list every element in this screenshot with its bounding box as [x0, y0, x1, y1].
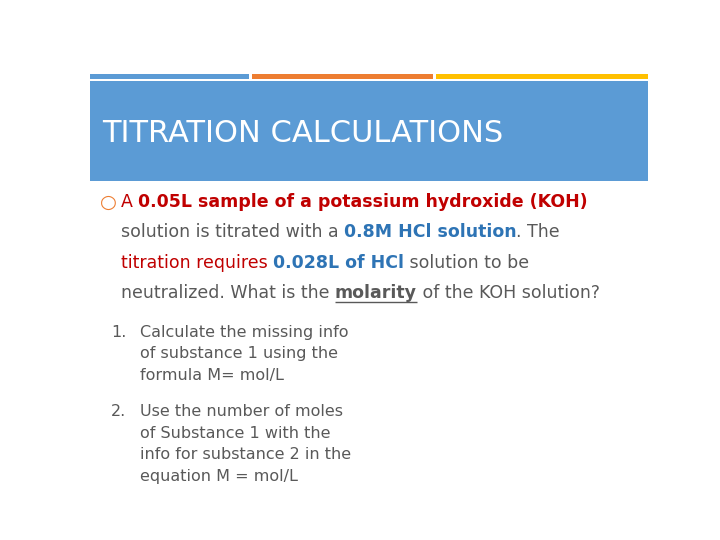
Text: titration requires: titration requires [121, 254, 273, 272]
Text: 0.8M HCl solution: 0.8M HCl solution [344, 224, 516, 241]
FancyBboxPatch shape [90, 74, 249, 79]
Text: solution to be: solution to be [404, 254, 529, 272]
FancyBboxPatch shape [436, 74, 648, 79]
Text: A: A [121, 193, 138, 211]
Text: solution is titrated with a: solution is titrated with a [121, 224, 344, 241]
Text: 1.: 1. [111, 325, 127, 340]
FancyBboxPatch shape [252, 74, 433, 79]
Text: 2.: 2. [111, 404, 127, 419]
Text: info for substance 2 in the: info for substance 2 in the [140, 447, 351, 462]
Text: of Substance 1 with the: of Substance 1 with the [140, 426, 330, 441]
Text: molarity: molarity [335, 284, 417, 302]
Text: equation M = mol/L: equation M = mol/L [140, 469, 298, 484]
Text: formula M= mol/L: formula M= mol/L [140, 368, 284, 383]
Text: 0.05L sample of a potassium hydroxide (KOH): 0.05L sample of a potassium hydroxide (K… [138, 193, 588, 211]
Text: of the KOH solution?: of the KOH solution? [417, 284, 600, 302]
FancyBboxPatch shape [90, 82, 648, 181]
Text: Calculate the missing info: Calculate the missing info [140, 325, 348, 340]
Text: neutralized. What is the: neutralized. What is the [121, 284, 335, 302]
Text: of substance 1 using the: of substance 1 using the [140, 346, 338, 361]
Text: ○: ○ [100, 193, 117, 212]
Text: . The: . The [516, 224, 560, 241]
Text: Use the number of moles: Use the number of moles [140, 404, 343, 419]
Text: 0.028L of HCl: 0.028L of HCl [273, 254, 404, 272]
Text: TITRATION CALCULATIONS: TITRATION CALCULATIONS [102, 119, 503, 148]
